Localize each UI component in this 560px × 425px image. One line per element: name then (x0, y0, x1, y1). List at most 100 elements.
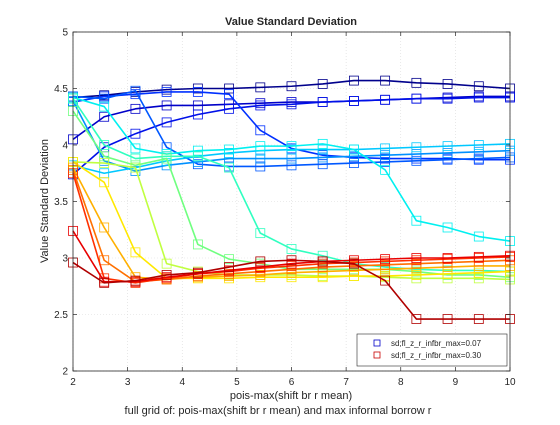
data-point (473, 314, 484, 324)
data-point (130, 275, 141, 286)
data-point (473, 140, 484, 150)
series-line (72, 259, 510, 320)
data-point (286, 244, 297, 254)
y-tick-label: 4.5 (54, 84, 68, 95)
data-point (473, 153, 484, 164)
x-tick-label: 10 (504, 377, 516, 388)
series-17 (68, 255, 515, 324)
data-point (380, 75, 391, 86)
data-point (442, 93, 453, 104)
y-tick-label: 3 (62, 254, 68, 265)
series-line (72, 96, 511, 242)
data-point (349, 96, 359, 106)
data-point (411, 314, 422, 324)
data-point (349, 158, 359, 168)
data-point (99, 140, 110, 150)
data-point (473, 81, 484, 92)
data-point (473, 92, 484, 103)
data-point (317, 250, 328, 261)
series-line (72, 98, 511, 273)
data-point (255, 256, 266, 267)
data-point (161, 258, 172, 269)
y-tick-label: 5 (62, 28, 68, 39)
data-point (255, 153, 266, 164)
x-tick-label: 2 (70, 377, 76, 388)
data-point (161, 270, 172, 280)
data-point (473, 267, 484, 278)
data-point (411, 93, 422, 104)
data-point (349, 258, 359, 269)
data-point (286, 160, 297, 171)
data-point (380, 157, 391, 167)
x-tick-label: 4 (179, 377, 185, 388)
x-axis-label: pois-max(shift br r mean) (230, 390, 352, 402)
series-line (72, 230, 511, 283)
y-axis-label: Value Standard Deviation (39, 139, 51, 263)
data-point (130, 162, 141, 173)
data-point (411, 155, 422, 166)
data-point (349, 271, 359, 281)
x-tick-label: 7 (343, 377, 349, 388)
data-point (380, 143, 391, 154)
x-tick-label: 9 (453, 377, 459, 388)
data-point (224, 83, 234, 94)
data-point (473, 146, 484, 157)
data-point (286, 81, 297, 92)
data-point (317, 138, 328, 149)
data-point (99, 222, 110, 233)
legend-marker-2 (373, 351, 381, 359)
data-point (317, 152, 328, 163)
data-point (411, 142, 422, 153)
series-line (72, 79, 511, 99)
data-point (380, 94, 391, 105)
data-point (317, 97, 328, 107)
data-point (411, 215, 422, 226)
data-point (130, 103, 141, 114)
data-point (442, 268, 453, 279)
data-point (286, 99, 297, 110)
data-point (255, 125, 266, 136)
data-point (99, 151, 110, 162)
data-point (192, 157, 203, 167)
y-tick-label: 4 (62, 141, 68, 152)
data-point (255, 161, 266, 172)
data-point (380, 275, 391, 286)
data-point (130, 247, 141, 258)
series-line (72, 91, 510, 161)
data-point (161, 117, 172, 128)
data-point (224, 89, 234, 100)
data-point (192, 151, 203, 162)
data-point (317, 256, 328, 267)
data-point (161, 100, 172, 111)
data-point (411, 77, 422, 88)
data-point (224, 262, 234, 272)
legend-marker-1 (373, 339, 381, 347)
data-point (286, 141, 297, 152)
data-point (349, 144, 359, 155)
data-point (442, 141, 453, 152)
data-point (317, 159, 328, 170)
series-line (72, 161, 511, 281)
data-point (99, 111, 110, 122)
series-line (72, 100, 511, 172)
legend-entry-2: sd;fl_z_r_infbr_max=0.30 (391, 351, 482, 360)
data-point (161, 86, 172, 97)
data-point (473, 231, 484, 242)
data-point (255, 82, 266, 93)
data-point (224, 162, 234, 173)
data-point (99, 255, 110, 266)
data-point (442, 253, 453, 263)
y-tick-label: 3.5 (54, 197, 68, 208)
data-point (99, 101, 110, 112)
y-tick-label: 2 (62, 367, 68, 378)
data-point (380, 150, 391, 161)
legend-box (356, 333, 508, 367)
data-point (255, 141, 266, 152)
data-point (380, 254, 391, 265)
data-point (130, 143, 141, 154)
data-point (411, 149, 422, 159)
data-point (224, 144, 234, 155)
x-tick-label: 8 (398, 377, 404, 388)
